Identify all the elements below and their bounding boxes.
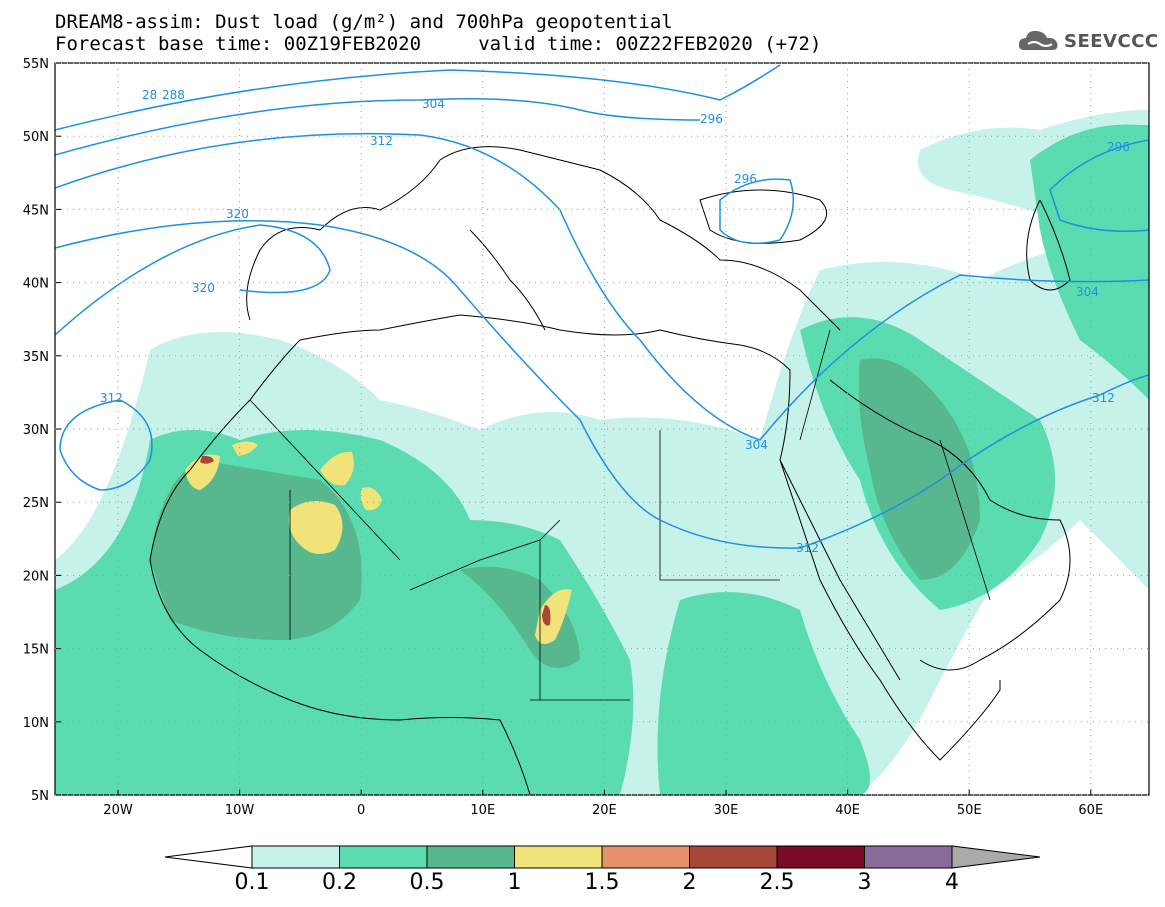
- dust-field: [55, 110, 1149, 795]
- contour-label: 304: [745, 438, 768, 452]
- lon-tick-label: 0: [357, 803, 365, 818]
- lat-tick-label: 40N: [23, 277, 49, 292]
- lon-tick-label: 10W: [225, 803, 255, 818]
- coastline-red-sea: [779, 459, 901, 681]
- lat-tick-label: 35N: [23, 350, 49, 365]
- coastlines: [149, 146, 1071, 795]
- coastline-europe: [246, 146, 841, 331]
- dust-high-5: [185, 454, 220, 490]
- colorbar-label: 0.5: [409, 870, 445, 895]
- lat-tick-label: 10N: [23, 716, 49, 731]
- contour-label: 312: [370, 134, 393, 148]
- contour-312: [55, 220, 1149, 549]
- dust-high-1: [288, 501, 343, 554]
- lon-tick-label: 10E: [470, 803, 495, 818]
- contour-labels: 28 288 296 296 296 304 304 304 312 312 3…: [100, 88, 1130, 555]
- contour-label: 296: [1107, 140, 1130, 154]
- lon-tick-label: 30E: [714, 803, 739, 818]
- contour-304-north: [55, 132, 1149, 441]
- colorbar-label: 4: [945, 870, 959, 895]
- colorbar-label: 2: [682, 870, 697, 895]
- contour-label: 320: [226, 207, 249, 221]
- contour-label: 304: [1076, 285, 1099, 299]
- colorbar-label: 2.5: [759, 870, 795, 895]
- axes: 55N 50N 45N 40N 35N 30N 25N 20N 15N 10N 5N 20W 10W 0 1…: [23, 57, 1149, 818]
- contour-296-east: [1049, 139, 1149, 232]
- dust-max-2: [542, 605, 551, 626]
- lat-tick-label: 25N: [23, 496, 49, 511]
- contour-label: 320: [192, 281, 215, 295]
- colorbar-label: 0.2: [322, 870, 357, 895]
- dust-high-6: [232, 441, 258, 456]
- contour-label: 288: [162, 88, 185, 102]
- lat-tick-label: 55N: [23, 57, 49, 72]
- dust-high-2: [320, 451, 354, 486]
- colorbar-label: 1: [507, 870, 522, 895]
- lon-tick-label: 20W: [103, 803, 133, 818]
- dust-max-1: [200, 455, 214, 464]
- lon-tick-label: 40E: [835, 803, 860, 818]
- lat-tick-label: 15N: [23, 643, 49, 658]
- dust-dark-arabia: [858, 358, 980, 580]
- contour-288: [55, 64, 781, 131]
- contour-label: 312: [1092, 391, 1115, 405]
- contour-296-north: [55, 98, 701, 156]
- lat-tick-label: 30N: [23, 423, 49, 438]
- lon-tick-label: 50E: [957, 803, 982, 818]
- title-line-1: DREAM8-assim: Dust load (g/m²) and 700hP…: [55, 11, 673, 33]
- dust-mid-central-asia: [1030, 124, 1149, 400]
- coastline-italy: [469, 229, 546, 331]
- border-lines: [249, 329, 991, 701]
- lon-tick-label: 60E: [1078, 803, 1103, 818]
- colorbar-label: 1.5: [584, 870, 620, 895]
- lat-tick-label: 50N: [23, 130, 49, 145]
- lat-tick-label: 20N: [23, 569, 49, 584]
- contour-label: 304: [422, 97, 445, 111]
- coastline-arabia: [829, 379, 1071, 671]
- geopotential-contours: [55, 64, 1149, 549]
- logo-text: SEEVCCC: [1064, 31, 1159, 52]
- coastline-caspian: [1026, 199, 1071, 291]
- contour-label: 296: [734, 172, 757, 186]
- coastline-west-africa: [149, 314, 1001, 761]
- colorbar-label: 0.1: [234, 870, 270, 895]
- contour-320-north: [55, 224, 331, 336]
- colorbar-label: 3: [857, 870, 872, 895]
- lat-tick-label: 45N: [23, 203, 49, 218]
- contour-296-black-sea: [719, 178, 795, 245]
- dust-mid-east-africa: [657, 592, 870, 795]
- lat-tick-label: 5N: [31, 789, 49, 804]
- contour-label: 312: [796, 541, 819, 555]
- contour-label: 312: [100, 391, 123, 405]
- contour-312-low: [59, 399, 153, 491]
- lon-tick-label: 20E: [592, 803, 617, 818]
- contour-label: 28: [142, 88, 157, 102]
- coastline-gulf-guinea: [149, 559, 531, 795]
- seevccc-logo: SEEVCCC: [1016, 26, 1159, 58]
- title-line-2: Forecast base time: 00Z19FEB2020 valid t…: [55, 33, 822, 55]
- dust-high-4: [535, 589, 572, 644]
- contour-label: 296: [700, 112, 723, 126]
- cloud-icon: [1018, 30, 1058, 50]
- dust-high-3: [360, 487, 382, 511]
